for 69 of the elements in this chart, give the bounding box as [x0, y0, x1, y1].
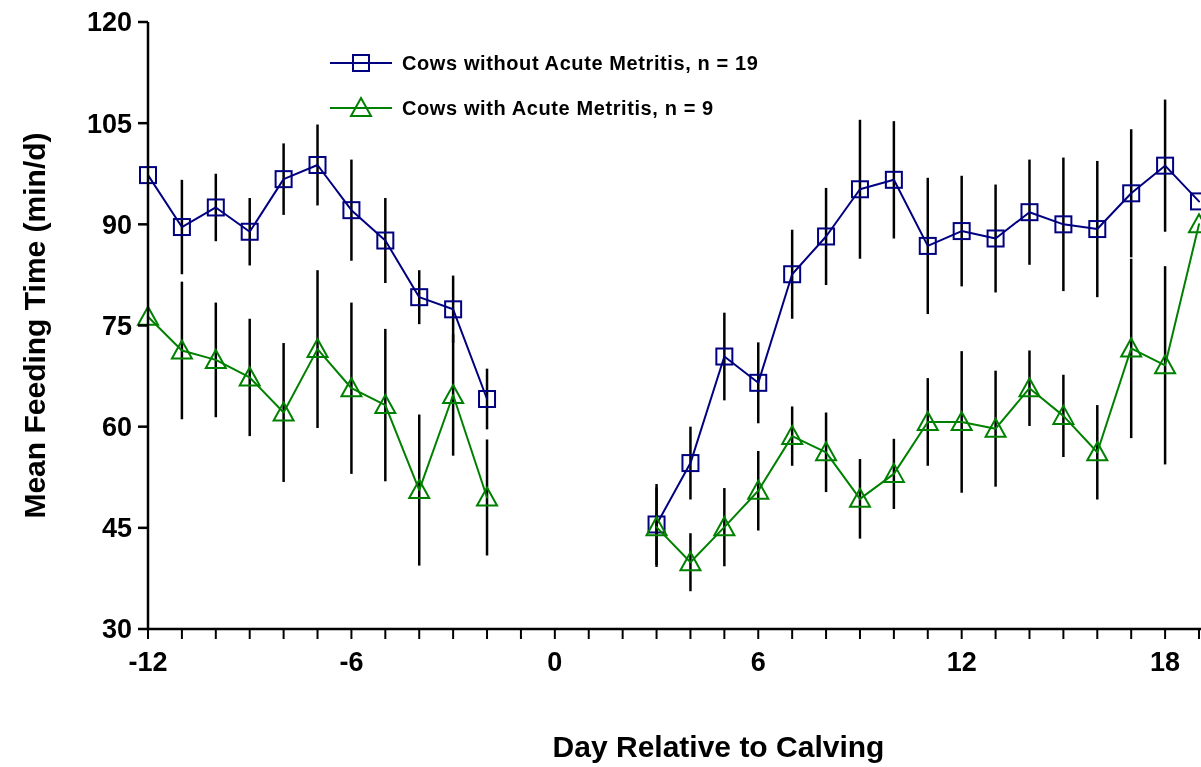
point [274, 170, 293, 189]
point [444, 300, 463, 319]
x-tick-label: -12 [128, 647, 168, 677]
point [139, 166, 157, 185]
point [442, 383, 465, 404]
x-tick-label: 12 [946, 647, 977, 677]
y-tick-label: 75 [101, 310, 132, 341]
point [1088, 220, 1107, 239]
point [749, 373, 768, 392]
point [1018, 377, 1041, 398]
point [374, 394, 397, 415]
point [713, 516, 736, 537]
point [1122, 184, 1141, 203]
point [747, 479, 770, 500]
point [984, 417, 1007, 438]
point [240, 222, 259, 241]
point [272, 401, 295, 422]
point [408, 479, 431, 500]
y-tick-label: 120 [86, 7, 132, 38]
point [681, 454, 700, 473]
point [817, 227, 836, 246]
y-tick-label: 45 [101, 513, 132, 544]
point [952, 222, 971, 241]
x-tick-label: 18 [1150, 647, 1181, 677]
legend-label: Cows without Acute Metritis, n = 19 [402, 52, 759, 74]
y-tick-label: 30 [101, 614, 132, 645]
point [781, 425, 804, 446]
y-axis-title: Mean Feeding Time (min/d) [18, 132, 51, 519]
point [916, 410, 939, 431]
point [410, 288, 429, 307]
point [884, 170, 903, 189]
point [238, 366, 261, 387]
point [1054, 215, 1073, 234]
point [1154, 354, 1177, 375]
x-tick-label: 6 [750, 647, 766, 677]
y-tick-label: 105 [86, 108, 132, 139]
y-tick-label: 60 [101, 412, 132, 443]
point [170, 339, 193, 360]
legend-label: Cows with Acute Metritis, n = 9 [402, 97, 714, 119]
point [882, 462, 905, 483]
point [715, 347, 734, 366]
point [1086, 441, 1109, 462]
point [478, 390, 497, 409]
point [1120, 337, 1143, 358]
point [848, 487, 871, 508]
point [340, 377, 363, 398]
point [918, 236, 937, 255]
point [783, 265, 802, 284]
point [950, 410, 973, 431]
point [679, 551, 702, 572]
point [1020, 203, 1039, 222]
point [1052, 404, 1075, 425]
point [986, 229, 1005, 248]
point [137, 305, 159, 326]
point [850, 180, 869, 199]
point [308, 155, 327, 174]
point [1156, 156, 1175, 175]
point [342, 201, 361, 220]
point [306, 338, 329, 359]
point [172, 218, 191, 237]
point [815, 441, 838, 462]
point [206, 198, 225, 217]
point [376, 231, 395, 250]
point [204, 348, 227, 369]
point [476, 486, 499, 507]
x-tick-label: 0 [547, 647, 563, 677]
y-tick-label: 90 [101, 209, 132, 240]
x-tick-label: -6 [339, 647, 364, 677]
x-axis-title: Day Relative to Calving [552, 730, 885, 763]
